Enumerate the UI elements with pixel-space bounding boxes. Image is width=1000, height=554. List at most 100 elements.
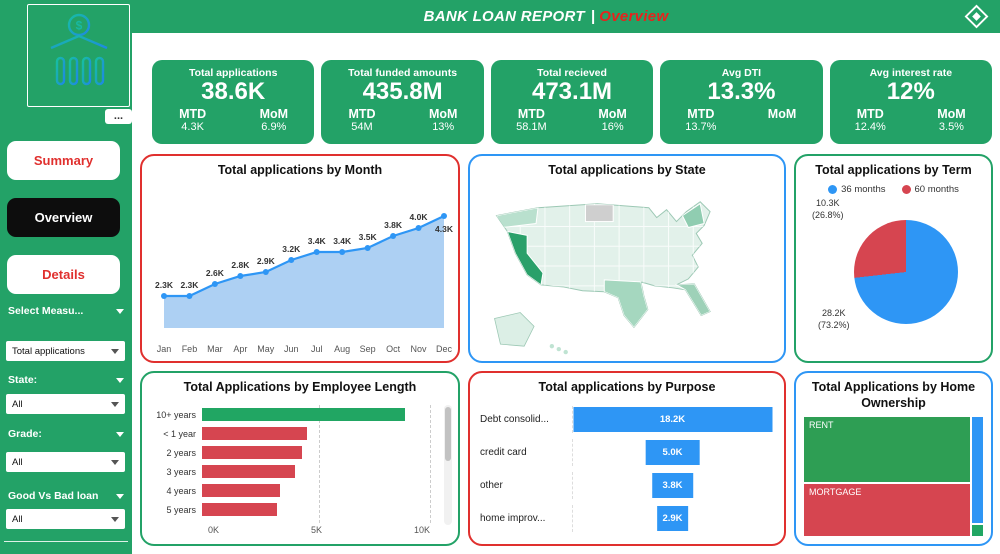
term-pie[interactable] — [854, 220, 958, 324]
funnel-row: home improv... 2.9K — [480, 502, 772, 535]
state-washington — [496, 207, 539, 229]
kpi-title: Total applications — [188, 67, 278, 79]
state-gray — [584, 204, 614, 223]
kpi-card[interactable]: Avg interest rate 12% MTD 12.4% MoM 3.5% — [829, 60, 993, 144]
bar-category-label: < 1 year — [163, 428, 196, 439]
svg-text:3.4K: 3.4K — [333, 236, 352, 246]
svg-text:Jul: Jul — [311, 344, 323, 354]
bar-track — [202, 465, 430, 478]
scrollbar-thumb[interactable] — [445, 407, 451, 461]
treemap-blue-block[interactable] — [972, 417, 983, 523]
kpi-columns: MTD 58.1M MoM 16% — [491, 107, 653, 133]
kpi-mtd-label: MTD — [517, 106, 545, 121]
svg-text:2.3K: 2.3K — [155, 280, 174, 290]
kpi-mom-label: MoM — [937, 106, 966, 121]
kpi-title: Total recieved — [537, 67, 607, 79]
bar-10-years[interactable] — [202, 408, 405, 421]
bar-4-years[interactable] — [202, 484, 280, 497]
funnel-bar[interactable]: 18.2K — [573, 407, 772, 432]
bar-row: 4 years — [150, 481, 430, 500]
filter-label-text: Select Measu... — [8, 305, 84, 317]
kpi-mtd-label: MTD — [179, 106, 207, 121]
filter-dropdown[interactable]: All — [6, 452, 125, 472]
nav-button-details[interactable]: Details — [7, 255, 120, 294]
kpi-mtd-label: MTD — [856, 106, 884, 121]
funnel-bar[interactable]: 3.8K — [651, 473, 694, 498]
us-choropleth-map[interactable] — [478, 182, 780, 360]
bar--1-year[interactable] — [202, 427, 307, 440]
filter-dropdown[interactable]: Total applications — [6, 341, 125, 361]
kpi-card[interactable]: Total applications 38.6K MTD 4.3K MoM 6.9% — [152, 60, 315, 144]
filter-dropdown[interactable]: All — [6, 509, 125, 529]
bar-3-years[interactable] — [202, 465, 296, 478]
page-title: BANK LOAN REPORT | Overview — [132, 0, 960, 33]
filter-label: Select Measu... — [8, 305, 124, 317]
bar-category-label: 10+ years — [156, 409, 196, 420]
funnel-track: 18.2K — [572, 406, 772, 433]
employee-bars: 10+ years < 1 year 2 years 3 years 4 years 5 … — [150, 405, 430, 519]
kpi-mom-value: 16% — [601, 120, 624, 133]
pie-pct-label: (73.2%) — [818, 319, 850, 330]
more-options-button[interactable]: ... — [105, 109, 132, 124]
legend-label: 60 months — [914, 183, 959, 195]
kpi-card[interactable]: Avg DTI 13.3% MTD 13.7% MoM — [660, 60, 823, 144]
pie-label-60-months: 10.3K (26.8%) — [812, 198, 844, 221]
funnel-bar-value: 3.8K — [662, 480, 683, 491]
treemap-right-column — [972, 417, 983, 536]
kpi-card[interactable]: Total recieved 473.1M MTD 58.1M MoM 16% — [490, 60, 654, 144]
scrollbar-track[interactable] — [444, 405, 452, 525]
legend-item[interactable]: 60 months — [901, 183, 959, 195]
svg-text:Oct: Oct — [386, 344, 401, 354]
funnel-bar[interactable]: 2.9K — [656, 506, 689, 531]
treemap-small-green-block[interactable] — [972, 525, 983, 536]
svg-text:Apr: Apr — [233, 344, 247, 354]
svg-text:2.8K: 2.8K — [231, 260, 250, 270]
filter-dropdown[interactable]: All — [6, 394, 125, 414]
funnel-category-label: credit card — [480, 447, 527, 458]
funnel-bar[interactable]: 5.0K — [645, 440, 700, 465]
kpi-columns: MTD 12.4% MoM 3.5% — [830, 107, 992, 133]
nav-button-overview[interactable]: Overview — [7, 198, 120, 237]
month-area-chart[interactable]: 2.3K Jan 2.3K Feb 2.6K Mar 2.8K Apr 2.9K May 3.2K J… — [146, 180, 458, 360]
report-title: BANK LOAN REPORT — [423, 8, 585, 25]
kpi-title: Total funded amounts — [348, 67, 458, 79]
kpi-card[interactable]: Total funded amounts 435.8M MTD 54M MoM 13% — [321, 60, 484, 144]
bar-5-years[interactable] — [202, 503, 278, 516]
svg-text:Feb: Feb — [182, 344, 198, 354]
funnel-bar-value: 2.9K — [662, 513, 683, 524]
treemap-left-column: RENT MORTGAGE — [804, 417, 970, 536]
svg-text:2.6K: 2.6K — [206, 268, 225, 278]
bar-track — [202, 446, 430, 459]
kpi-mom: MoM 16% — [572, 107, 653, 133]
nav-button-summary[interactable]: Summary — [7, 141, 120, 180]
kpi-value: 435.8M — [362, 78, 443, 105]
month-chart-card: Total applications by Month 2.3K Jan 2.3K F… — [140, 154, 460, 363]
kpi-mtd: MTD 4.3K — [152, 107, 233, 133]
filter-label-text: State: — [8, 374, 38, 386]
kpi-mom-value: 3.5% — [938, 120, 964, 133]
purpose-bars: Debt consolid... 18.2K credit card 5.0K othe… — [480, 403, 772, 538]
svg-text:3.5K: 3.5K — [359, 232, 378, 242]
bar-row: 3 years — [150, 462, 430, 481]
header-bar: BANK LOAN REPORT | Overview — [0, 0, 1000, 33]
filter-label: Good Vs Bad loan — [8, 490, 124, 502]
employee-gridlines — [208, 405, 431, 523]
bar-2-years[interactable] — [202, 446, 303, 459]
gridline-5k — [319, 405, 320, 523]
kpi-mtd: MTD 13.7% — [660, 107, 741, 133]
gridline-10k — [430, 405, 431, 523]
svg-text:May: May — [257, 344, 275, 354]
legend-item[interactable]: 36 months — [828, 184, 886, 195]
treemap-mortgage-label: MORTGAGE — [809, 487, 862, 498]
svg-text:2.9K: 2.9K — [257, 256, 276, 266]
treemap-rent[interactable]: RENT — [804, 417, 970, 483]
kpi-mtd: MTD 58.1M — [491, 107, 572, 133]
employee-card: Total Applications by Employee Length 10… — [140, 371, 460, 546]
svg-text:$: $ — [75, 18, 82, 32]
funnel-category-label: home improv... — [480, 513, 546, 524]
diamond-logo-icon — [964, 4, 989, 29]
bar-row: < 1 year — [150, 424, 430, 443]
svg-text:3.8K: 3.8K — [384, 220, 403, 230]
bar-category-label: 5 years — [166, 504, 196, 515]
treemap-mortgage[interactable]: MORTGAGE — [804, 484, 970, 536]
